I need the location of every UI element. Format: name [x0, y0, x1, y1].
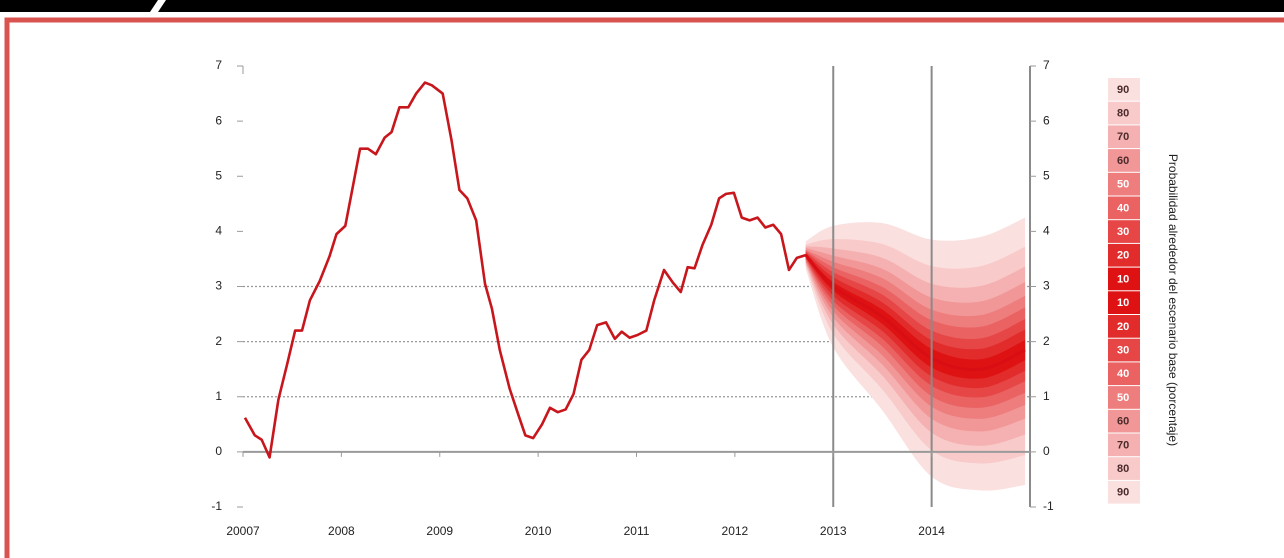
legend-label: 10: [1117, 273, 1129, 285]
legend-swatch: [1108, 338, 1140, 362]
y2-tick-label: -1: [1043, 499, 1054, 513]
legend-label: 20: [1117, 250, 1129, 262]
legend-label: 40: [1117, 368, 1129, 380]
legend-swatch: [1108, 386, 1140, 409]
legend-swatch: [1108, 196, 1140, 220]
y2-tick-label: 1: [1043, 389, 1050, 403]
frame: [4, 17, 1284, 558]
legend-swatch: [1108, 220, 1140, 243]
legend-swatch: [1108, 433, 1140, 457]
legend-label: 50: [1117, 179, 1129, 191]
x-tick-label: 2010: [525, 524, 552, 538]
legend-swatch: [1108, 149, 1140, 172]
y-tick-label: 7: [215, 58, 222, 72]
y-tick-label: 0: [215, 444, 222, 458]
legend-label: 70: [1117, 439, 1129, 451]
legend-label: 50: [1117, 392, 1129, 404]
legend-label: 10: [1117, 297, 1129, 309]
legend-swatch: [1108, 267, 1140, 291]
legend-swatch: [1108, 78, 1140, 101]
legend-label: 60: [1117, 155, 1129, 167]
header-bar: [0, 0, 158, 12]
y-tick-label: 2: [215, 334, 222, 348]
x-tick-label: 2011: [624, 524, 650, 538]
y-tick-label: 6: [215, 113, 222, 127]
y-tick-label: -1: [211, 499, 222, 513]
legend-swatch: [1108, 362, 1140, 386]
legend-swatch: [1108, 480, 1140, 504]
legend-label: 30: [1117, 344, 1129, 356]
legend-label: 80: [1117, 463, 1129, 475]
y2-tick-label: 6: [1043, 113, 1050, 127]
legend-label: 90: [1117, 487, 1129, 499]
legend-label: 60: [1117, 416, 1129, 428]
y2-axis-title: Probabilidad alrededor del escenario bas…: [1166, 154, 1180, 446]
y2-tick-label: 7: [1043, 58, 1050, 72]
legend-swatch: [1108, 291, 1140, 314]
header-bar: [158, 0, 1284, 12]
x-tick-label: 20007: [226, 524, 260, 538]
legend-swatch: [1108, 243, 1140, 267]
fan-center: [804, 254, 1026, 371]
y-tick-label: 1: [215, 389, 222, 403]
legend-label: 90: [1117, 84, 1129, 96]
legend-swatch: [1108, 315, 1140, 338]
legend-label: 80: [1117, 107, 1129, 119]
x-tick-label: 2013: [820, 524, 847, 538]
legend-swatch: [1108, 172, 1140, 196]
x-tick-label: 2014: [918, 524, 945, 538]
fan-band: [805, 252, 1026, 389]
x-tick-label: 2012: [722, 524, 749, 538]
y2-tick-label: 2: [1043, 334, 1050, 348]
y2-tick-label: 3: [1043, 279, 1050, 293]
legend-label: 30: [1117, 226, 1129, 238]
y2-tick-label: 4: [1043, 224, 1050, 238]
x-tick-label: 2008: [328, 524, 355, 538]
y2-tick-label: 0: [1043, 444, 1050, 458]
y-tick-label: 3: [215, 279, 222, 293]
y-tick-label: 5: [215, 168, 222, 182]
legend-label: 20: [1117, 321, 1129, 333]
legend-swatch: [1108, 457, 1140, 480]
x-tick-label: 2009: [426, 524, 453, 538]
y-tick-label: 4: [215, 224, 222, 238]
legend-label: 40: [1117, 202, 1129, 214]
fan-band: [805, 253, 1026, 379]
legend-swatch: [1108, 125, 1140, 149]
legend-swatch: [1108, 101, 1140, 125]
y2-tick-label: 5: [1043, 168, 1050, 182]
legend-label: 70: [1117, 131, 1129, 143]
legend-swatch: [1108, 409, 1140, 433]
line: [243, 81, 807, 459]
